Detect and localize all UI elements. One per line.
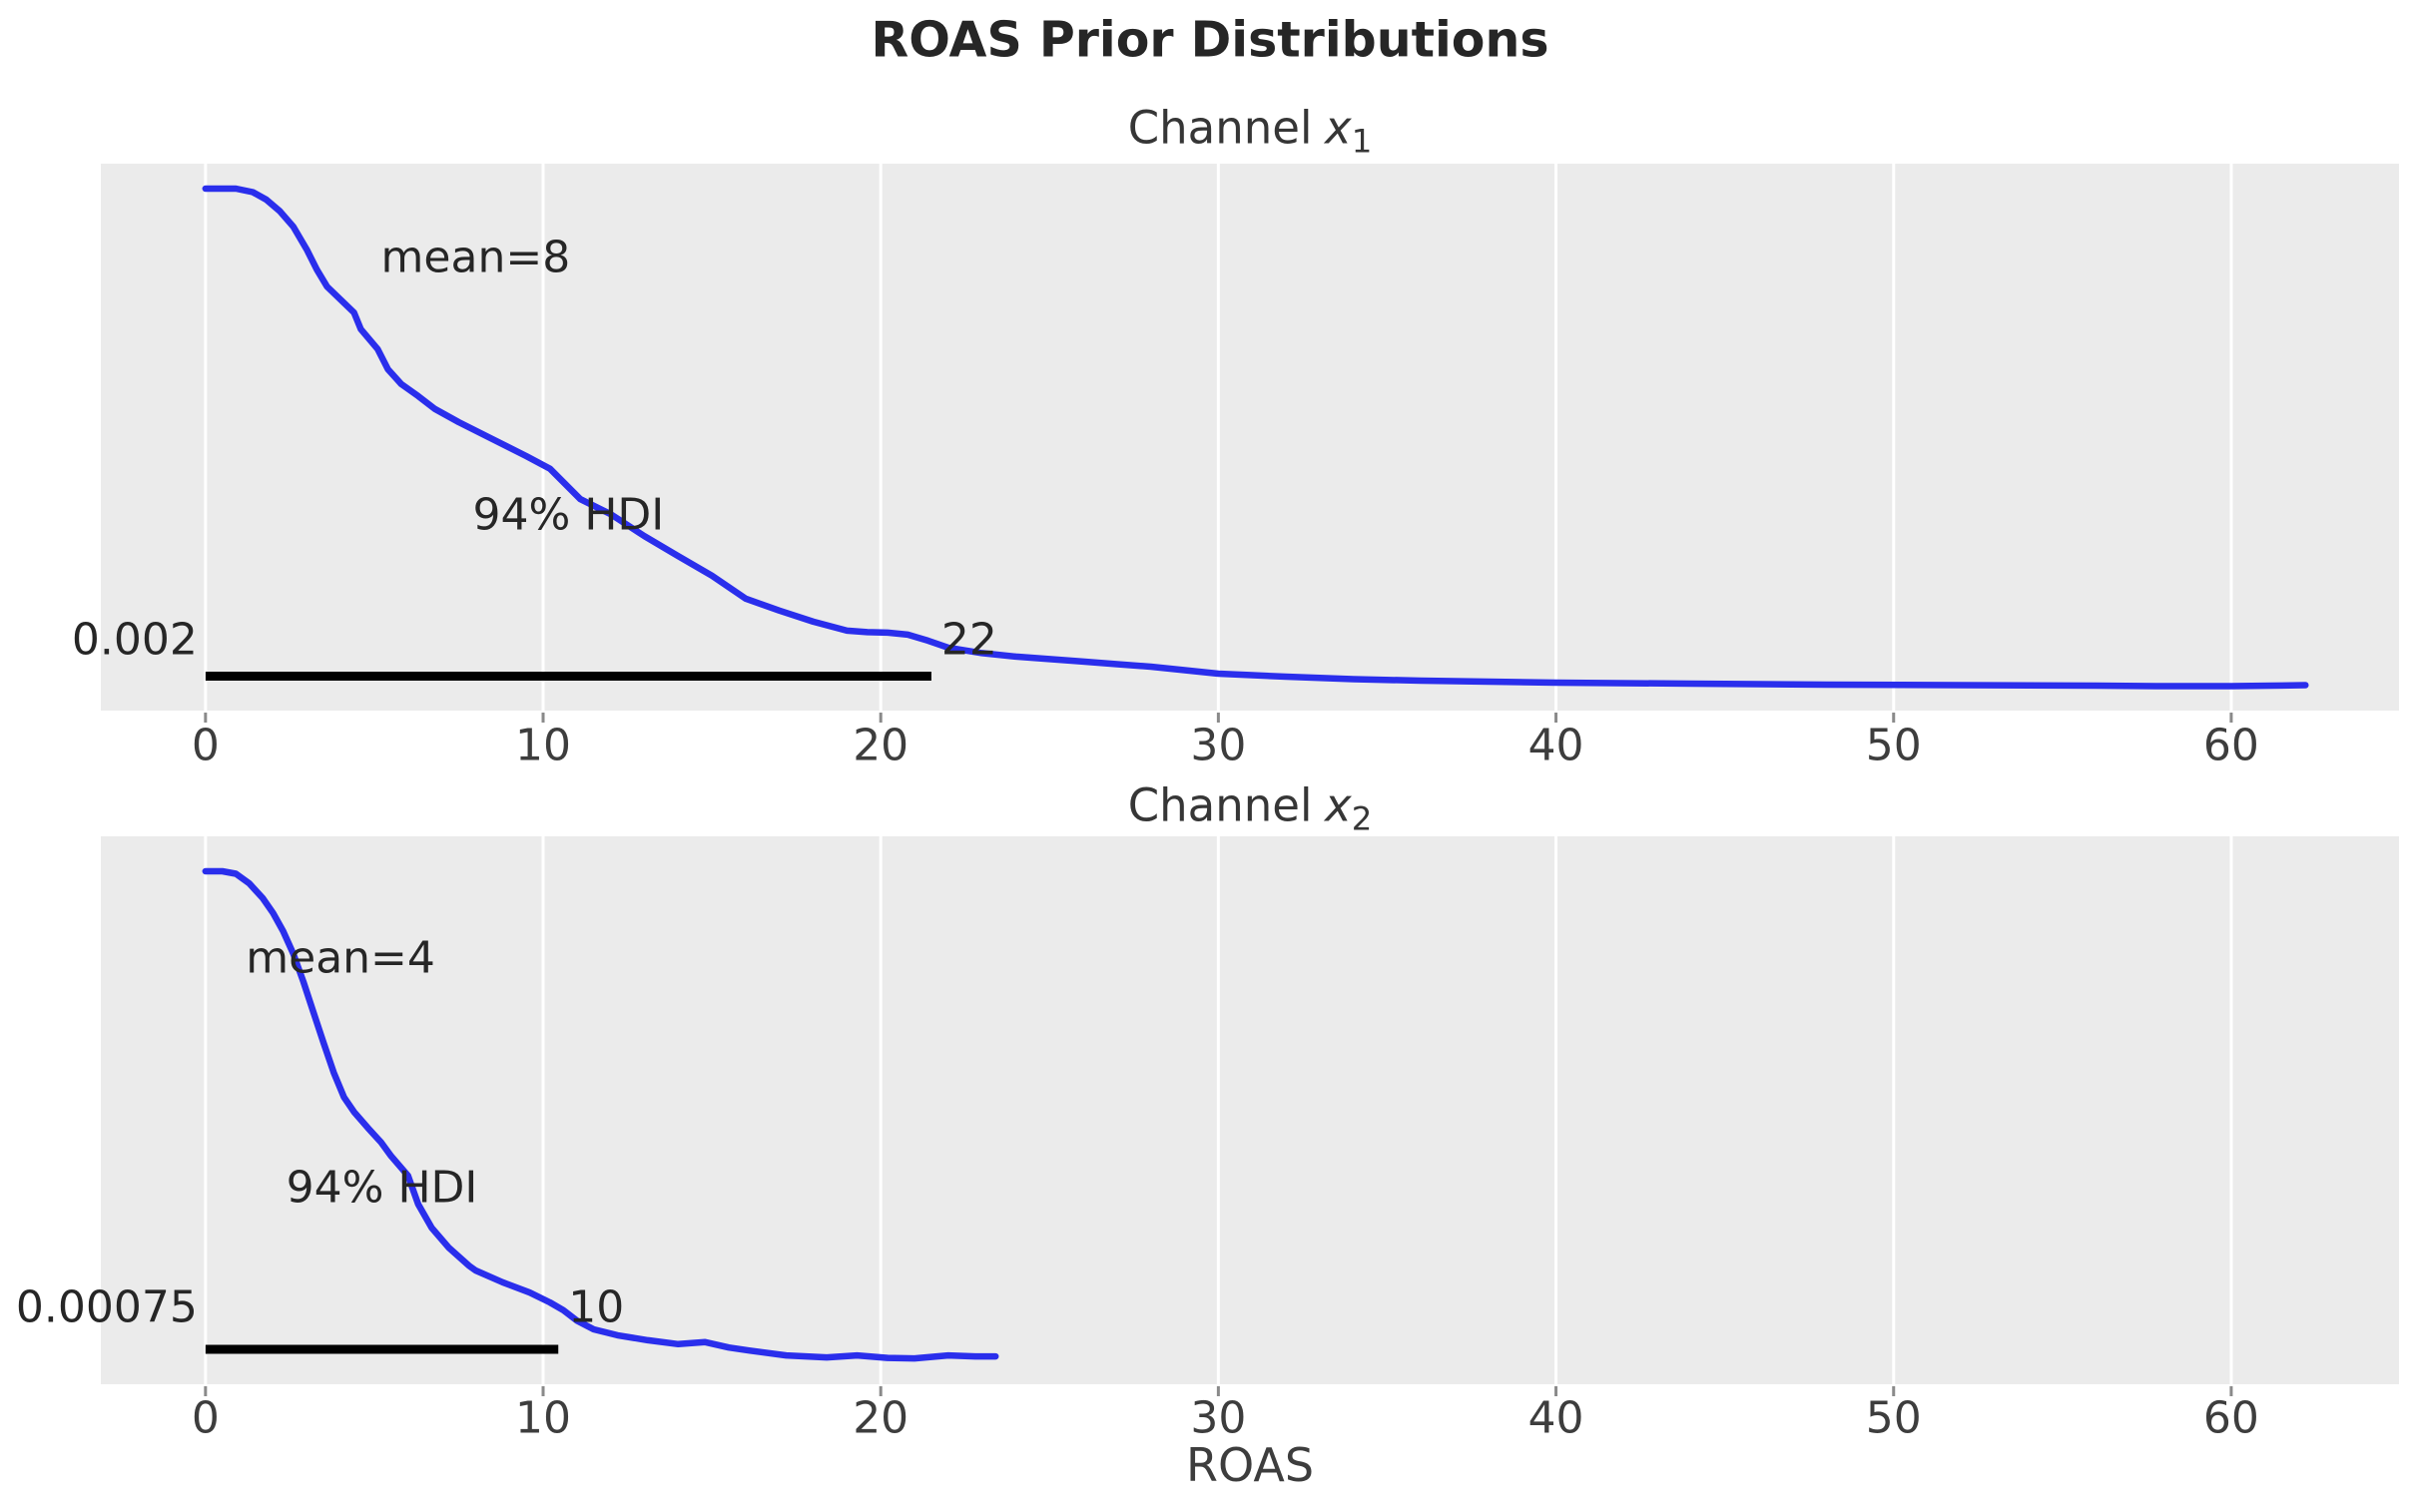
hdi-annotation: 94% HDI [286, 1162, 478, 1214]
x-tick-label: 0 [191, 720, 220, 771]
hdi-lower-value: 0.00075 [15, 1281, 198, 1333]
x-tick-label: 50 [1865, 720, 1922, 771]
density-curve [202, 867, 999, 1362]
subplot-1-title-word: Channel [1127, 101, 1313, 155]
mean-annotation: mean=8 [380, 232, 571, 283]
subplot-1-var: x [1325, 101, 1352, 155]
mean-annotation: mean=4 [246, 932, 435, 984]
density-curve [202, 185, 2309, 690]
hdi-upper-value: 10 [568, 1281, 625, 1333]
subplot-2-axes [101, 836, 2399, 1384]
subplot-2-var: x [1325, 778, 1352, 832]
x-tick-label: 10 [515, 1392, 572, 1444]
subplot-2-title: Channel x2 [1128, 778, 1373, 837]
hdi-annotation: 94% HDI [472, 489, 665, 541]
hdi-upper-value: 22 [940, 614, 997, 666]
x-tick-label: 40 [1527, 1392, 1584, 1444]
x-tick-label: 30 [1190, 1392, 1247, 1444]
x-tick-label: 60 [2202, 1392, 2259, 1444]
x-tick-label: 50 [1865, 1392, 1922, 1444]
subplot-1-title: Channel x1 [1128, 101, 1373, 160]
x-tick-label: 20 [853, 1392, 909, 1444]
x-tick-label: 20 [853, 720, 909, 771]
subplot-2-var-subscript: 2 [1351, 799, 1373, 838]
x-tick-label: 40 [1527, 720, 1584, 771]
x-tick-label: 0 [191, 1392, 220, 1444]
x-axis-label: ROAS [1185, 1438, 1315, 1492]
x-tick-label: 30 [1190, 720, 1247, 771]
subplot-1-var-subscript: 1 [1351, 122, 1373, 161]
figure-title: ROAS Prior Distributions [871, 11, 1549, 69]
x-tick-label: 10 [515, 720, 572, 771]
subplot-2-title-word: Channel [1127, 778, 1313, 832]
x-tick-label: 60 [2202, 720, 2259, 771]
hdi-lower-value: 0.002 [71, 614, 198, 666]
